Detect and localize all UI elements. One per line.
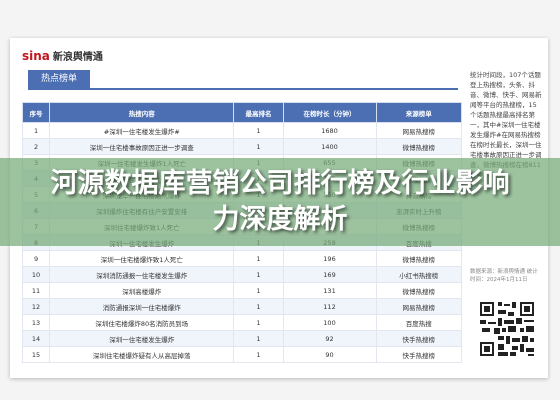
- column-header: 热搜内容: [49, 102, 235, 123]
- logo-brand: sina: [22, 49, 50, 63]
- table-row: 12 消防通报深圳一住宅楼爆炸 1 112 网易热搜榜: [21, 298, 463, 315]
- qr-code: [478, 300, 536, 358]
- column-header: 序号: [21, 102, 51, 123]
- table-cell: 1: [233, 266, 284, 283]
- table-cell: 1: [233, 250, 284, 267]
- table-cell: 深圳一住宅楼事故原因正进一步调查: [49, 138, 235, 155]
- overlay-title: 河源数据库营销公司排行榜及行业影响力深度解析: [50, 168, 510, 235]
- table-row: 14 深圳一住宅楼发生爆炸 1 92 快手热搜榜: [21, 330, 463, 347]
- logo-product: 新浪舆情通: [52, 52, 103, 63]
- table-cell: 15: [21, 346, 51, 363]
- table-cell: 10: [21, 266, 51, 283]
- table-row: 15 深圳住宅楼爆炸疑有人从高层掉落 1 90 快手热搜榜: [21, 346, 463, 363]
- table-row: 13 深圳住宅楼爆炸80名消防员到场 1 100 百度热搜: [21, 314, 463, 331]
- table-cell: 微博热搜榜: [375, 138, 463, 155]
- table-cell: 1: [233, 346, 284, 363]
- table-row: 11 深圳高楼爆炸 1 131 微博热搜榜: [21, 282, 463, 299]
- table-cell: 196: [282, 250, 377, 267]
- column-header: 最高排名: [233, 102, 284, 123]
- table-row: 9 深圳一住宅楼爆炸致1人死亡 1 196 微博热搜榜: [21, 250, 463, 267]
- table-cell: 快手热搜榜: [375, 330, 463, 347]
- table-cell: 网易热搜榜: [375, 298, 463, 315]
- column-header: 在榜时长（分钟）: [282, 102, 377, 123]
- table-cell: 2: [21, 138, 51, 155]
- table-cell: 112: [282, 298, 377, 315]
- table-cell: 1680: [282, 122, 377, 139]
- source-text: 数据来源：新浪舆情通 统计时间：2024年1月11日: [470, 269, 538, 283]
- table-cell: 深圳高楼爆炸: [49, 282, 235, 299]
- table-cell: 深圳一住宅楼发生爆炸: [49, 330, 235, 347]
- table-cell: 14: [21, 330, 51, 347]
- table-cell: 1: [233, 330, 284, 347]
- table-cell: 1: [233, 138, 284, 155]
- table-cell: 百度热搜: [375, 314, 463, 331]
- table-cell: 11: [21, 282, 51, 299]
- table-cell: #深圳一住宅楼发生爆炸#: [49, 122, 235, 139]
- table-cell: 深圳消防通报一住宅楼发生爆炸: [49, 266, 235, 283]
- table-row: 10 深圳消防通报一住宅楼发生爆炸 1 169 小红书热搜榜: [21, 266, 463, 283]
- table-cell: 100: [282, 314, 377, 331]
- table-cell: 169: [282, 266, 377, 283]
- table-cell: 1: [233, 314, 284, 331]
- table-cell: 微博热搜榜: [375, 282, 463, 299]
- logo: sina 新浪舆情通: [22, 48, 103, 63]
- table-cell: 12: [21, 298, 51, 315]
- table-cell: 13: [21, 314, 51, 331]
- column-header: 来源榜单: [375, 102, 463, 123]
- table-cell: 小红书热搜榜: [375, 266, 463, 283]
- table-cell: 快手热搜榜: [375, 346, 463, 363]
- table-cell: 131: [282, 282, 377, 299]
- table-cell: 微博热搜榜: [375, 250, 463, 267]
- table-cell: 消防通报深圳一住宅楼爆炸: [49, 298, 235, 315]
- tab: 热点榜单: [28, 70, 90, 88]
- table-cell: 网易热搜榜: [375, 122, 463, 139]
- table-cell: 1: [233, 282, 284, 299]
- table-cell: 90: [282, 346, 377, 363]
- table-row: 1 #深圳一住宅楼发生爆炸# 1 1680 网易热搜榜: [21, 122, 463, 139]
- overlay-band: [0, 158, 560, 246]
- table-cell: 1: [233, 122, 284, 139]
- table-row: 2 深圳一住宅楼事故原因正进一步调查 1 1400 微博热搜榜: [21, 138, 463, 155]
- tab-underline: [28, 88, 458, 90]
- table-cell: 深圳住宅楼爆炸疑有人从高层掉落: [49, 346, 235, 363]
- table-cell: 92: [282, 330, 377, 347]
- table-cell: 深圳一住宅楼爆炸致1人死亡: [49, 250, 235, 267]
- table-cell: 9: [21, 250, 51, 267]
- table-cell: 深圳住宅楼爆炸80名消防员到场: [49, 314, 235, 331]
- table-cell: 1400: [282, 138, 377, 155]
- table-cell: 1: [21, 122, 51, 139]
- header-row: 序号 热搜内容 最高排名 在榜时长（分钟） 来源榜单: [21, 102, 463, 123]
- table-cell: 1: [233, 298, 284, 315]
